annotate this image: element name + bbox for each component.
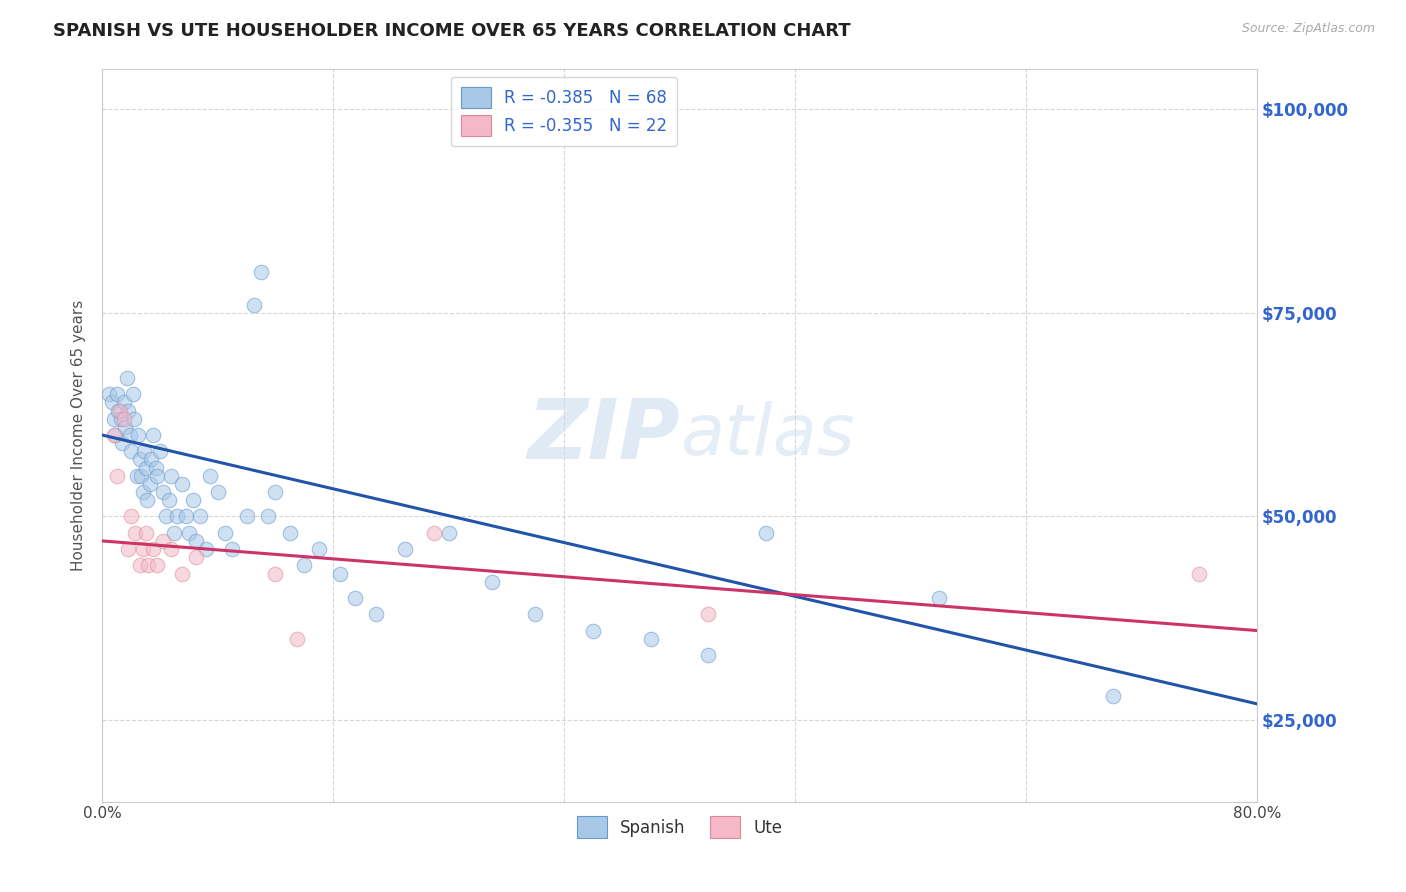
Point bbox=[278, 525, 301, 540]
Point bbox=[142, 542, 165, 557]
Point bbox=[160, 542, 183, 557]
Point bbox=[127, 428, 149, 442]
Point bbox=[105, 468, 128, 483]
Point bbox=[437, 525, 460, 540]
Point bbox=[582, 624, 605, 638]
Point bbox=[207, 485, 229, 500]
Point bbox=[152, 485, 174, 500]
Point bbox=[928, 591, 950, 605]
Point bbox=[170, 477, 193, 491]
Legend: Spanish, Ute: Spanish, Ute bbox=[569, 810, 789, 845]
Point bbox=[166, 509, 188, 524]
Point bbox=[149, 444, 172, 458]
Point bbox=[190, 509, 212, 524]
Point bbox=[697, 607, 720, 622]
Point bbox=[1101, 689, 1123, 703]
Point bbox=[114, 420, 136, 434]
Point bbox=[214, 525, 236, 540]
Point bbox=[163, 525, 186, 540]
Point bbox=[235, 509, 257, 524]
Point bbox=[146, 468, 169, 483]
Point bbox=[697, 648, 720, 662]
Point bbox=[103, 411, 125, 425]
Point bbox=[177, 525, 200, 540]
Point bbox=[142, 428, 165, 442]
Point bbox=[104, 428, 127, 442]
Point bbox=[128, 452, 150, 467]
Point bbox=[264, 566, 287, 581]
Point bbox=[120, 444, 142, 458]
Point bbox=[394, 542, 416, 557]
Point bbox=[122, 411, 145, 425]
Point bbox=[160, 468, 183, 483]
Point bbox=[195, 542, 218, 557]
Point bbox=[134, 525, 156, 540]
Y-axis label: Householder Income Over 65 years: Householder Income Over 65 years bbox=[72, 300, 86, 571]
Text: ZIP: ZIP bbox=[527, 394, 679, 475]
Point bbox=[118, 428, 141, 442]
Point bbox=[1188, 566, 1211, 581]
Point bbox=[181, 493, 204, 508]
Point bbox=[343, 591, 366, 605]
Point bbox=[157, 493, 180, 508]
Point bbox=[111, 436, 134, 450]
Point bbox=[155, 509, 177, 524]
Point bbox=[221, 542, 243, 557]
Point bbox=[117, 403, 139, 417]
Point bbox=[131, 542, 153, 557]
Point bbox=[329, 566, 352, 581]
Point bbox=[131, 485, 153, 500]
Point bbox=[524, 607, 547, 622]
Point bbox=[117, 542, 139, 557]
Point bbox=[108, 403, 131, 417]
Point bbox=[105, 387, 128, 401]
Point bbox=[98, 387, 121, 401]
Point bbox=[250, 265, 273, 279]
Point bbox=[308, 542, 330, 557]
Text: Source: ZipAtlas.com: Source: ZipAtlas.com bbox=[1241, 22, 1375, 36]
Point bbox=[481, 574, 503, 589]
Point bbox=[120, 509, 142, 524]
Point bbox=[141, 452, 163, 467]
Point bbox=[107, 403, 129, 417]
Point bbox=[128, 558, 150, 573]
Point bbox=[112, 411, 135, 425]
Point bbox=[132, 444, 155, 458]
Point bbox=[110, 411, 132, 425]
Point bbox=[134, 460, 156, 475]
Point bbox=[103, 428, 125, 442]
Text: SPANISH VS UTE HOUSEHOLDER INCOME OVER 65 YEARS CORRELATION CHART: SPANISH VS UTE HOUSEHOLDER INCOME OVER 6… bbox=[53, 22, 851, 40]
Point bbox=[292, 558, 315, 573]
Point bbox=[257, 509, 280, 524]
Point bbox=[264, 485, 287, 500]
Point bbox=[125, 468, 148, 483]
Point bbox=[124, 525, 146, 540]
Point bbox=[423, 525, 446, 540]
Point bbox=[145, 460, 167, 475]
Point bbox=[115, 371, 138, 385]
Point bbox=[152, 533, 174, 548]
Point bbox=[139, 477, 162, 491]
Point bbox=[184, 550, 207, 565]
Point bbox=[366, 607, 388, 622]
Point bbox=[129, 468, 152, 483]
Point bbox=[285, 632, 308, 646]
Point bbox=[146, 558, 169, 573]
Point bbox=[200, 468, 222, 483]
Point bbox=[138, 558, 160, 573]
Point bbox=[640, 632, 662, 646]
Point bbox=[112, 395, 135, 409]
Point bbox=[242, 298, 264, 312]
Point bbox=[184, 533, 207, 548]
Point bbox=[136, 493, 159, 508]
Point bbox=[755, 525, 778, 540]
Point bbox=[170, 566, 193, 581]
Text: atlas: atlas bbox=[679, 401, 855, 469]
Point bbox=[121, 387, 143, 401]
Point bbox=[174, 509, 197, 524]
Point bbox=[101, 395, 124, 409]
